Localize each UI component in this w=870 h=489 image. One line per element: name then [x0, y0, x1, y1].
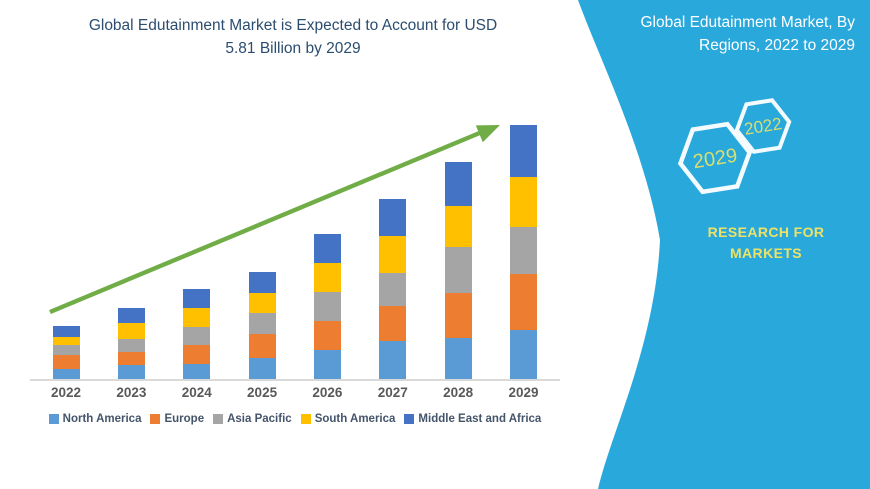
bar-2024 [183, 289, 211, 379]
bar-segment [379, 198, 407, 237]
bar-segment [313, 234, 341, 264]
bar-segment [117, 365, 145, 379]
x-axis-label: 2022 [50, 385, 82, 400]
legend-item: Europe [150, 413, 204, 425]
bar-segment [117, 351, 145, 366]
bar-segment [52, 336, 80, 346]
legend-item: Middle East and Africa [404, 413, 541, 425]
bar-segment [52, 326, 80, 337]
bar-2022 [52, 326, 80, 379]
bar-segment [117, 323, 145, 339]
bar-segment [444, 292, 472, 338]
bar-segment [248, 333, 276, 358]
bar-2025 [248, 271, 276, 379]
bar-segment [313, 263, 341, 293]
legend-swatch [150, 414, 161, 424]
x-axis-label: 2023 [116, 385, 147, 400]
bar-segment [444, 205, 472, 247]
bar-2023 [117, 307, 145, 379]
legend-label: South America [314, 413, 396, 425]
hexagon-2022-shape [734, 98, 792, 154]
bar-segment [444, 161, 472, 206]
brand-line2: MARKETS [729, 245, 803, 261]
panel-title: Global Edutainment Market, By Regions, 2… [585, 11, 855, 57]
bar-segment [183, 345, 211, 365]
hexagon-2029-shape [677, 121, 753, 195]
bar-segment [52, 354, 80, 369]
chart-title: Global Edutainment Market is Expected to… [28, 14, 558, 60]
legend-swatch [48, 414, 59, 424]
x-axis-label: 2027 [377, 385, 408, 400]
bar-segment [183, 364, 211, 379]
legend-swatch [300, 414, 311, 424]
bar-segment [52, 345, 80, 355]
legend-item: North America [48, 413, 142, 425]
side-panel: Global Edutainment Market, By Regions, 2… [560, 0, 870, 489]
panel-white-curve [560, 0, 660, 489]
bar-2026 [313, 234, 341, 379]
legend-swatch [404, 414, 415, 424]
bar-segment [510, 226, 538, 275]
bar-segment [52, 368, 80, 379]
bar-segment [444, 246, 472, 293]
legend-label: Asia Pacific [227, 413, 292, 425]
bar-segment [379, 306, 407, 341]
bar-segment [379, 236, 407, 274]
x-axis-label: 2029 [508, 385, 539, 400]
bar-segment [313, 349, 341, 379]
hexagon-2029: 2029 [677, 121, 753, 195]
bar-segment [117, 338, 145, 352]
bar-2028 [444, 161, 472, 379]
bar-segment [379, 340, 407, 379]
bar-2027 [379, 198, 407, 379]
x-axis-label: 2026 [312, 385, 343, 400]
bar-segment [183, 327, 211, 346]
x-axis-label: 2025 [247, 385, 278, 400]
bar-segment [248, 313, 276, 334]
bar-segment [183, 307, 211, 328]
bar-segment [313, 292, 341, 321]
bar-segment [379, 273, 407, 307]
legend-label: Middle East and Africa [418, 413, 542, 425]
bar-segment [248, 357, 276, 379]
bar-segment [248, 271, 276, 293]
bar-segment [510, 330, 538, 379]
panel-title-line2: Regions, 2022 to 2029 [699, 37, 855, 54]
hexagons: 2029 2022 [677, 98, 792, 195]
bar-segment [183, 289, 211, 308]
bar-segment [510, 125, 538, 178]
chart-title-line1: Global Edutainment Market is Expected to… [88, 17, 498, 34]
chart-title-line2: 5.81 Billion by 2029 [225, 40, 361, 57]
bar-2029 [510, 125, 538, 379]
legend-label: North America [62, 413, 142, 425]
panel-title-line1: Global Edutainment Market, By [640, 14, 855, 31]
x-axis-label: 2028 [443, 385, 474, 400]
side-panel-background [560, 0, 870, 489]
bar-segment [444, 337, 472, 379]
legend: North America Europe Asia Pacific South Ame… [28, 413, 562, 425]
legend-item: South America [300, 413, 396, 425]
legend-swatch [213, 414, 224, 424]
bar-segment [510, 177, 538, 227]
brand-text: RESEARCH FOR MARKETS [660, 222, 870, 264]
bar-segment [248, 292, 276, 314]
bar-segment [510, 274, 538, 331]
bar-segment [117, 307, 145, 324]
x-axis-label: 2024 [181, 385, 212, 400]
legend-item: Asia Pacific [213, 413, 292, 425]
legend-label: Europe [164, 413, 205, 425]
plot-area [30, 0, 560, 381]
bar-segment [313, 320, 341, 350]
brand-line1: RESEARCH FOR [707, 224, 825, 240]
hexagon-2022: 2022 [734, 98, 792, 154]
x-axis-labels: 2022 2023 2024 2025 2026 2027 2028 2029 [30, 385, 560, 403]
